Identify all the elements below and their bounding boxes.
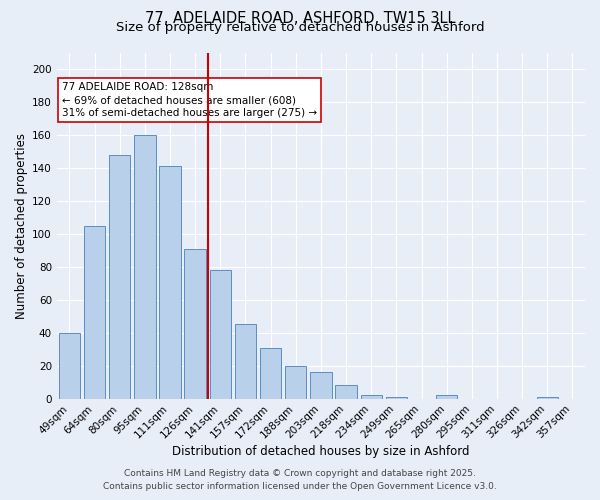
Bar xyxy=(209,270,231,398)
Bar xyxy=(134,135,155,398)
Bar xyxy=(285,366,307,398)
Bar xyxy=(386,397,407,398)
Bar xyxy=(310,372,332,398)
Bar xyxy=(84,226,105,398)
Text: 77 ADELAIDE ROAD: 128sqm
← 69% of detached houses are smaller (608)
31% of semi-: 77 ADELAIDE ROAD: 128sqm ← 69% of detach… xyxy=(62,82,317,118)
Bar xyxy=(436,396,457,398)
Bar xyxy=(260,348,281,399)
Y-axis label: Number of detached properties: Number of detached properties xyxy=(15,132,28,318)
Bar xyxy=(184,248,206,398)
Bar xyxy=(235,324,256,398)
Bar xyxy=(159,166,181,398)
Bar xyxy=(109,154,130,398)
Text: 77, ADELAIDE ROAD, ASHFORD, TW15 3LL: 77, ADELAIDE ROAD, ASHFORD, TW15 3LL xyxy=(145,11,455,26)
Text: Contains HM Land Registry data © Crown copyright and database right 2025.
Contai: Contains HM Land Registry data © Crown c… xyxy=(103,470,497,491)
Bar xyxy=(361,396,382,398)
Bar xyxy=(536,397,558,398)
Bar xyxy=(335,386,357,398)
Text: Size of property relative to detached houses in Ashford: Size of property relative to detached ho… xyxy=(116,22,484,35)
Bar xyxy=(59,332,80,398)
X-axis label: Distribution of detached houses by size in Ashford: Distribution of detached houses by size … xyxy=(172,444,470,458)
